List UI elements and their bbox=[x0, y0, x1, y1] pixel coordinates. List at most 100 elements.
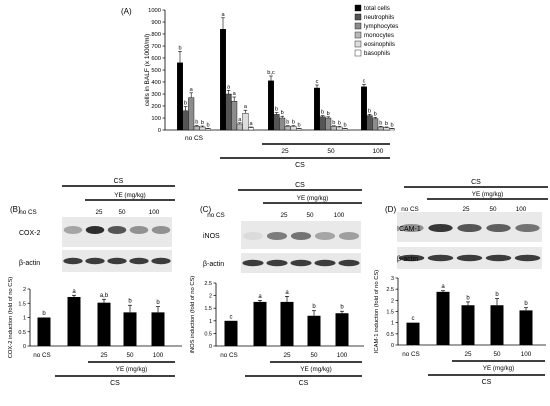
chart-b-ytick-label-4: 2 bbox=[23, 287, 26, 293]
chart-b-sig-1: a bbox=[72, 289, 76, 295]
blot-2-target-band-2 bbox=[457, 224, 482, 232]
chart-d-ytick-label-4: 2 bbox=[391, 298, 394, 304]
chart-a-sig-2-1: a bbox=[233, 91, 237, 97]
chart-d-ye-label: YE (mg/kg) bbox=[483, 365, 515, 372]
blot-0-actin-band-0 bbox=[63, 257, 83, 265]
chart-d-sig-1: a bbox=[441, 284, 445, 290]
blot-2-target-band-4 bbox=[515, 224, 540, 232]
chart-b-ytick-label-1: 0.5 bbox=[18, 330, 26, 336]
chart-a-sig-1-3: b bbox=[321, 110, 324, 116]
chart-c-sig-3: b bbox=[312, 304, 316, 310]
blot-1-actin-band-4 bbox=[338, 259, 360, 267]
panel-c-top-dose-0: 25 bbox=[280, 212, 288, 219]
chart-a-bar-lymphocytes-3 bbox=[325, 117, 332, 131]
chart-b-bar-4 bbox=[151, 312, 165, 346]
chart-b-xlabel-4: 100 bbox=[153, 352, 164, 359]
chart-c-y-axis-label: iNOS induction (fold of no CS) bbox=[190, 276, 196, 354]
blot-0-actin-band-2 bbox=[107, 257, 127, 265]
chart-a-sig-0-0: b bbox=[178, 45, 181, 51]
chart-a-legend-swatch-3 bbox=[354, 31, 362, 39]
chart-a-bar-basophils-1 bbox=[247, 127, 254, 131]
panel-b-top-dose-1: 50 bbox=[118, 209, 126, 216]
chart-a-bar-total-cells-2 bbox=[268, 80, 275, 131]
panel-d-top-dose-0: 25 bbox=[462, 206, 470, 213]
panel-b-letter: (B) bbox=[10, 205, 21, 214]
panel-d-top-dose-1: 50 bbox=[489, 206, 497, 213]
blot-c-actin-label: β-actin bbox=[203, 261, 224, 268]
blot-b-actin-label: β-actin bbox=[19, 260, 40, 267]
chart-a-cs-label: CS bbox=[295, 162, 305, 169]
chart-d-bar-0 bbox=[406, 322, 420, 345]
chart-a-sig-0-1: a bbox=[221, 12, 225, 18]
chart-a-legend-label-0: total cells bbox=[364, 5, 390, 12]
chart-d-xlabel-2: 25 bbox=[464, 351, 472, 358]
chart-a-legend-swatch-0 bbox=[354, 4, 362, 12]
chart-d-ytick-label-2: 1 bbox=[391, 321, 394, 327]
chart-a-legend-swatch-5 bbox=[354, 49, 362, 57]
chart-a-legend-swatch-2 bbox=[354, 22, 362, 30]
blot-0-target-band-0 bbox=[63, 226, 83, 234]
chart-a-xlabel-100: 100 bbox=[373, 148, 384, 155]
chart-a-ytick-label-10: 1000 bbox=[148, 8, 161, 14]
chart-c-sig-2: a bbox=[285, 290, 289, 296]
chart-c-sig-1: a bbox=[258, 294, 262, 300]
chart-a-sig-3-3: b bbox=[332, 120, 335, 126]
chart-a-bar-total-cells-3 bbox=[314, 87, 321, 131]
chart-a-ytick-label-0: 0 bbox=[158, 128, 161, 134]
chart-a-sig-2-2: b bbox=[281, 110, 284, 116]
chart-c-bar-3 bbox=[307, 315, 321, 346]
chart-a-bar-neutrophils-0 bbox=[182, 110, 189, 131]
chart-a-ytick-label-7: 700 bbox=[151, 44, 161, 50]
chart-a-ytick-label-2: 200 bbox=[151, 104, 161, 110]
blot-2-target-band-1 bbox=[428, 224, 453, 232]
chart-a-bar-neutrophils-3 bbox=[319, 116, 326, 131]
chart-b-bar-1 bbox=[67, 296, 81, 346]
chart-a-xlabel-25: 25 bbox=[281, 148, 289, 155]
chart-c-bar-2 bbox=[280, 301, 294, 346]
chart-a-sig-0-3: c bbox=[316, 79, 319, 85]
panel-d-letter: (D) bbox=[385, 205, 396, 214]
chart-a-ytick-label-1: 100 bbox=[151, 116, 161, 122]
blot-1-target-band-4 bbox=[338, 232, 360, 240]
chart-a-legend-label-4: eosinophils bbox=[364, 41, 395, 48]
chart-d-sig-4: b bbox=[524, 301, 528, 307]
chart-c-bar-4 bbox=[335, 313, 349, 346]
chart-b-xlabel-nocs: no CS bbox=[33, 352, 51, 359]
blot-1-actin-band-1 bbox=[266, 259, 288, 267]
chart-b-ye-label: YE (mg/kg) bbox=[116, 366, 148, 373]
blot-2-actin-band-1 bbox=[427, 254, 454, 262]
chart-b-ytick-label-2: 1 bbox=[23, 316, 26, 322]
chart-c-ytick-label-2: 1 bbox=[209, 319, 212, 325]
chart-a-legend-label-5: basophils bbox=[364, 50, 390, 57]
chart-a-sig-4-4: b bbox=[385, 121, 388, 127]
chart-a-sig-3-4: b bbox=[379, 120, 382, 126]
blot-2-actin-band-0 bbox=[398, 254, 425, 262]
chart-a-sig-1-4: b bbox=[368, 108, 371, 114]
chart-c-xlabel-4: 100 bbox=[337, 352, 348, 359]
blot-1-target-band-0 bbox=[242, 232, 264, 240]
chart-a-xlabel-50: 50 bbox=[327, 148, 335, 155]
chart-a-bar-total-cells-4 bbox=[361, 86, 368, 131]
chart-c-ye-label: YE (mg/kg) bbox=[300, 366, 332, 373]
chart-b-sig-2: a,b bbox=[100, 293, 109, 299]
blot-0-target-band-1 bbox=[85, 226, 105, 234]
chart-a-bar-lymphocytes-1 bbox=[231, 100, 238, 131]
chart-a-bar-basophils-0 bbox=[204, 128, 211, 131]
blot-0-target-band-2 bbox=[107, 226, 127, 234]
chart-b-ytick-label-3: 1.5 bbox=[18, 301, 26, 307]
chart-c-bar-1 bbox=[253, 301, 267, 346]
chart-c-xlabel-3: 50 bbox=[310, 352, 318, 359]
chart-b-bar-0 bbox=[37, 317, 51, 346]
chart-a-legend-label-3: monocytes bbox=[364, 32, 394, 39]
chart-d-sig-2: b bbox=[466, 295, 470, 301]
blot-c-inos-label: iNOS bbox=[203, 233, 220, 240]
blot-1-target-band-3 bbox=[314, 232, 336, 240]
chart-d-bar-2 bbox=[461, 305, 475, 345]
chart-c-ytick-label-3: 1.5 bbox=[204, 306, 212, 312]
chart-a-ytick-label-5: 500 bbox=[151, 68, 161, 74]
blot-2-actin-band-4 bbox=[514, 254, 541, 262]
chart-a-bar-eosinophils-2 bbox=[290, 126, 297, 131]
panel-b-top-nocs: no CS bbox=[19, 209, 37, 216]
blot-1-actin-band-0 bbox=[242, 259, 264, 267]
